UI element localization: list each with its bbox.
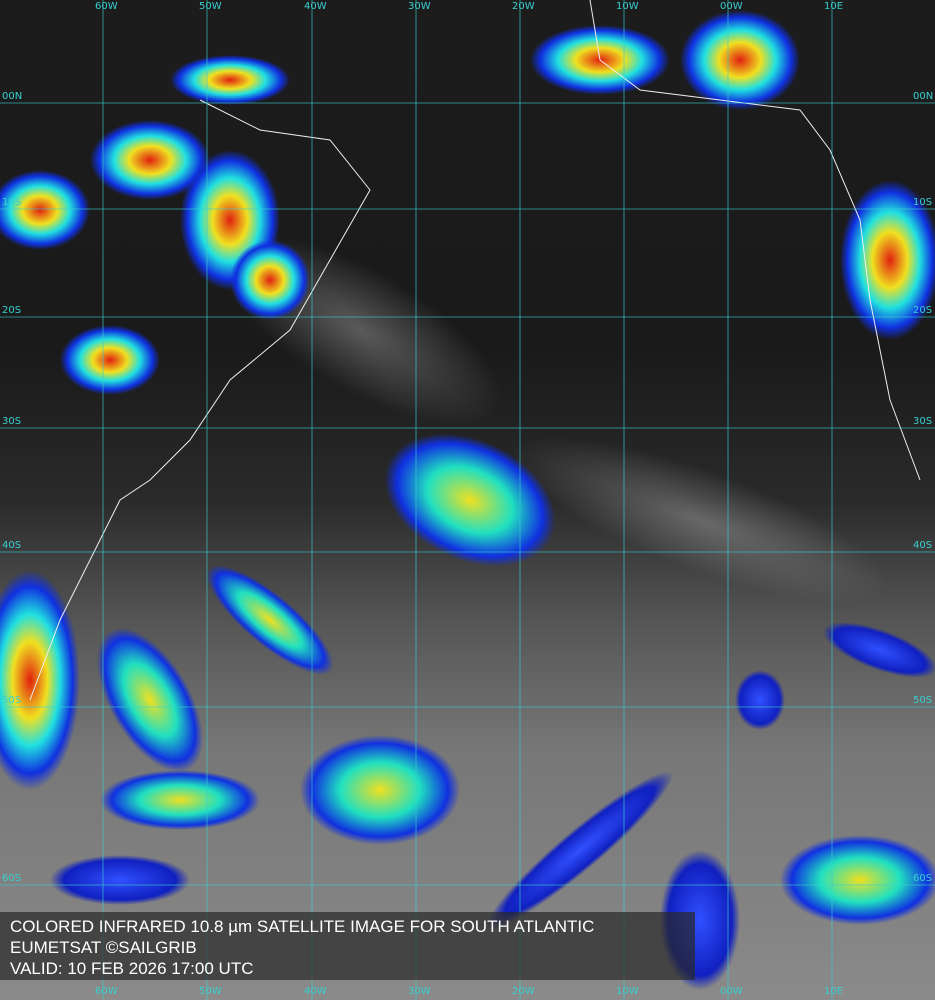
longitude-label-top: 60W bbox=[95, 1, 118, 12]
storm-cluster bbox=[170, 55, 290, 105]
cloud-streak bbox=[487, 771, 673, 929]
longitude-label-bottom: 50W bbox=[199, 986, 222, 997]
longitude-label-bottom: 60W bbox=[95, 986, 118, 997]
caption-valid-time: VALID: 10 FEB 2026 17:00 UTC bbox=[10, 959, 254, 978]
latitude-label-left: 20S bbox=[2, 305, 22, 316]
latitude-label-right: 60S bbox=[913, 873, 933, 884]
storm-cluster bbox=[230, 240, 310, 320]
coastline-south-america bbox=[29, 99, 371, 701]
latitude-label-left: 10S bbox=[2, 197, 22, 208]
cloud-band bbox=[511, 437, 889, 603]
longitude-label-bottom: 10E bbox=[824, 986, 844, 997]
coastline-africa bbox=[589, 0, 921, 481]
longitude-label-top: 10E bbox=[824, 1, 844, 12]
latitude-label-right: 30S bbox=[913, 416, 933, 427]
latitude-label-left: 30S bbox=[2, 416, 22, 427]
storm-cluster bbox=[0, 170, 90, 250]
longitude-label-bottom: 10W bbox=[616, 986, 639, 997]
latitude-label-right: 40S bbox=[913, 540, 933, 551]
cloud-cluster bbox=[780, 835, 935, 925]
latitude-label-right: 10S bbox=[913, 197, 933, 208]
longitude-label-top: 30W bbox=[408, 1, 431, 12]
caption-credit: EUMETSAT ©SAILGRIB bbox=[10, 938, 197, 957]
latitude-label-left: 00N bbox=[2, 91, 23, 102]
cloud-cluster bbox=[206, 565, 334, 675]
cloud-cluster bbox=[384, 433, 556, 567]
cloud-streak bbox=[823, 622, 935, 678]
latitude-label-right: 20S bbox=[913, 305, 933, 316]
latitude-label-right: 50S bbox=[913, 695, 933, 706]
cloud-streak bbox=[735, 670, 785, 730]
longitude-label-bottom: 40W bbox=[304, 986, 327, 997]
cloud-cluster bbox=[100, 770, 260, 830]
longitude-label-top: 40W bbox=[304, 1, 327, 12]
storm-cluster bbox=[0, 570, 80, 790]
storm-cluster bbox=[60, 325, 160, 395]
longitude-label-top: 10W bbox=[616, 1, 639, 12]
cloud-cluster bbox=[97, 627, 203, 773]
latitude-label-right: 00N bbox=[913, 91, 934, 102]
longitude-label-bottom: 00W bbox=[720, 986, 743, 997]
storm-cluster bbox=[680, 10, 800, 110]
latitude-label-left: 50S bbox=[2, 695, 22, 706]
longitude-label-top: 50W bbox=[199, 1, 222, 12]
storm-cluster bbox=[840, 180, 935, 340]
cloud-cluster bbox=[300, 735, 460, 845]
latitude-label-left: 40S bbox=[2, 540, 22, 551]
longitude-label-top: 00W bbox=[720, 1, 743, 12]
longitude-label-top: 20W bbox=[512, 1, 535, 12]
latitude-label-left: 60S bbox=[2, 873, 22, 884]
cloud-streak bbox=[50, 855, 190, 905]
image-caption: COLORED INFRARED 10.8 µm SATELLITE IMAGE… bbox=[0, 912, 695, 980]
longitude-label-bottom: 30W bbox=[408, 986, 431, 997]
longitude-label-bottom: 20W bbox=[512, 986, 535, 997]
caption-title: COLORED INFRARED 10.8 µm SATELLITE IMAGE… bbox=[10, 917, 595, 936]
storm-cluster bbox=[90, 120, 210, 200]
